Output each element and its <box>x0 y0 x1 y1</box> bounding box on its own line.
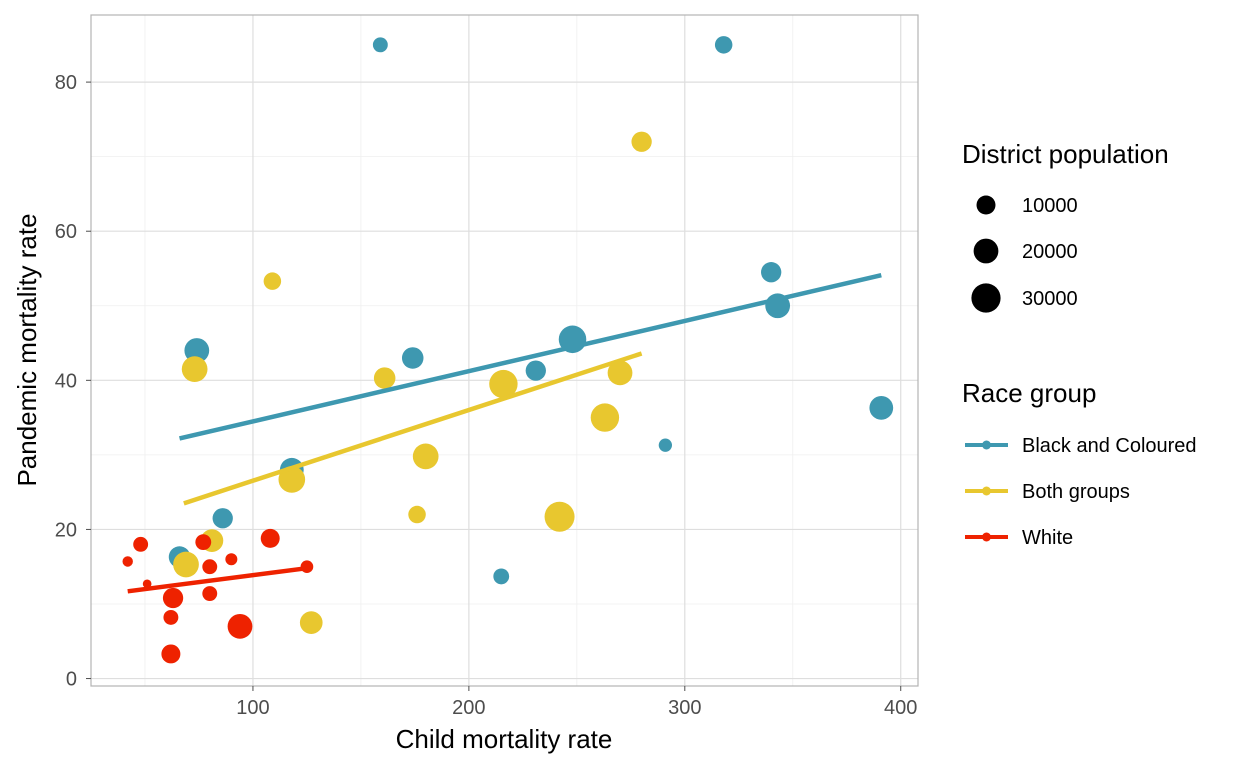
y-axis-title: Pandemic mortality rate <box>12 213 42 486</box>
size-legend-key <box>971 283 1001 313</box>
size-legend-key <box>976 195 996 215</box>
x-tick-label: 300 <box>668 697 701 719</box>
x-tick-label: 400 <box>884 697 917 719</box>
axes: 100 200 300 400 0 20 40 60 80 <box>55 72 918 719</box>
data-point <box>493 568 510 585</box>
color-legend-label: White <box>1022 527 1073 549</box>
data-point <box>202 586 218 601</box>
data-point <box>761 262 782 283</box>
data-point <box>184 338 210 363</box>
data-point <box>142 579 152 589</box>
data-point <box>525 360 546 381</box>
size-legend-key <box>973 238 999 264</box>
data-point <box>162 587 184 609</box>
data-point <box>225 553 238 566</box>
color-legend-dot <box>982 532 991 542</box>
data-point <box>408 505 426 524</box>
data-point <box>163 609 179 625</box>
data-point <box>869 396 894 420</box>
data-point <box>658 438 672 452</box>
data-point <box>544 501 575 532</box>
data-point <box>590 403 620 432</box>
data-point <box>195 534 212 551</box>
data-point <box>260 528 280 548</box>
x-tick-label: 100 <box>236 697 269 719</box>
data-point <box>607 360 633 386</box>
color-legend-dot <box>982 440 991 450</box>
color-legend-dot <box>982 486 991 496</box>
data-point <box>631 131 652 152</box>
size-legend-label: 30000 <box>1022 288 1078 310</box>
y-tick-label: 0 <box>66 669 77 691</box>
color-legend-label: Black and Coloured <box>1022 435 1197 457</box>
data-point <box>227 613 253 639</box>
trend-line <box>183 351 643 506</box>
size-legend-label: 20000 <box>1022 241 1078 263</box>
data-point <box>372 37 388 53</box>
y-tick-label: 80 <box>55 72 77 94</box>
y-tick-label: 40 <box>55 370 77 392</box>
y-tick-label: 20 <box>55 519 77 541</box>
data-point <box>373 367 396 389</box>
y-tick-label: 60 <box>55 221 77 243</box>
x-tick-label: 200 <box>452 697 485 719</box>
trend-line <box>127 565 308 594</box>
data-point <box>173 551 199 578</box>
trend-lines <box>127 273 882 594</box>
data-point <box>714 36 733 54</box>
data-point <box>181 356 208 383</box>
size-legend-title: District population <box>962 139 1169 169</box>
data-point <box>133 536 149 552</box>
color-legend-label: Both groups <box>1022 481 1130 503</box>
trend-line <box>179 273 882 441</box>
size-legend-keys: 10000 20000 30000 <box>971 195 1078 313</box>
color-legend-title: Race group <box>962 378 1096 408</box>
size-legend-label: 10000 <box>1022 195 1078 217</box>
data-point <box>401 347 424 369</box>
plot-panel-border <box>90 14 919 687</box>
data-points <box>122 36 894 664</box>
color-legend-keys: Black and Coloured Both groups White <box>965 435 1197 549</box>
data-point <box>122 556 133 567</box>
data-point <box>278 466 306 493</box>
data-point <box>212 508 233 529</box>
data-point <box>299 611 323 634</box>
data-point <box>489 369 518 399</box>
data-point <box>202 559 218 575</box>
data-point <box>161 644 181 664</box>
data-point <box>412 443 439 470</box>
legend: District population 10000 20000 30000 Race… <box>962 139 1197 549</box>
data-point <box>263 272 282 290</box>
x-axis-title: Child mortality rate <box>396 724 613 754</box>
